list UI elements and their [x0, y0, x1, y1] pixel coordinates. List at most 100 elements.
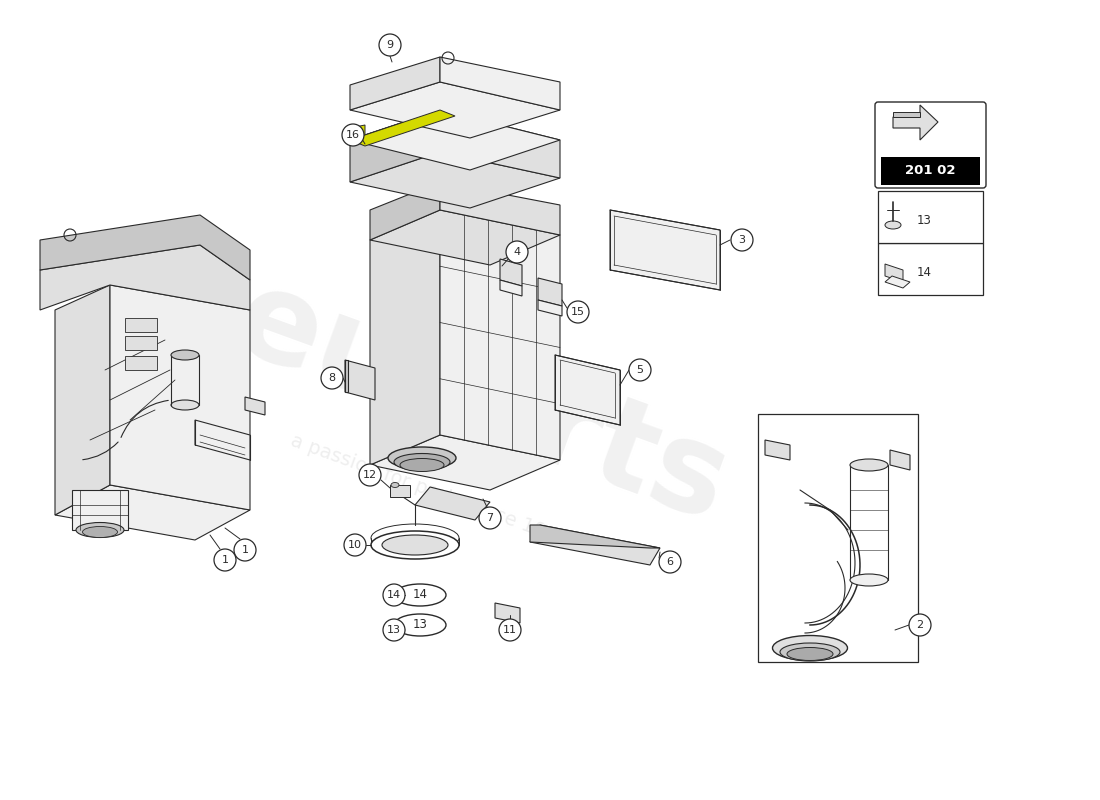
- Text: 8: 8: [329, 373, 336, 383]
- Ellipse shape: [73, 511, 128, 529]
- Ellipse shape: [76, 522, 124, 538]
- Text: 14: 14: [412, 589, 428, 602]
- Ellipse shape: [886, 221, 901, 229]
- Polygon shape: [415, 487, 490, 520]
- Polygon shape: [350, 110, 560, 170]
- Circle shape: [359, 464, 381, 486]
- Circle shape: [499, 619, 521, 641]
- Text: 4: 4: [514, 247, 520, 257]
- Polygon shape: [886, 276, 910, 288]
- Bar: [390, 485, 410, 497]
- Polygon shape: [55, 485, 250, 540]
- Polygon shape: [538, 278, 562, 306]
- Circle shape: [383, 584, 405, 606]
- Circle shape: [506, 241, 528, 263]
- Ellipse shape: [850, 459, 888, 471]
- Ellipse shape: [82, 526, 118, 538]
- Text: a passion for parts since 1985: a passion for parts since 1985: [288, 430, 572, 550]
- Circle shape: [478, 507, 500, 529]
- Text: 9: 9: [386, 40, 394, 50]
- Circle shape: [321, 367, 343, 389]
- Polygon shape: [530, 525, 660, 548]
- Ellipse shape: [394, 584, 446, 606]
- Polygon shape: [370, 210, 560, 265]
- Text: 5: 5: [637, 365, 644, 375]
- Polygon shape: [440, 210, 560, 460]
- Ellipse shape: [850, 574, 888, 586]
- Polygon shape: [764, 440, 790, 460]
- Polygon shape: [110, 285, 250, 510]
- Text: 16: 16: [346, 130, 360, 140]
- Circle shape: [659, 551, 681, 573]
- Bar: [758, 414, 918, 662]
- Polygon shape: [345, 360, 375, 400]
- Text: 13: 13: [412, 618, 428, 631]
- Polygon shape: [195, 420, 250, 460]
- Ellipse shape: [382, 535, 448, 555]
- Circle shape: [342, 124, 364, 146]
- Polygon shape: [350, 82, 560, 138]
- Text: 10: 10: [348, 540, 362, 550]
- Text: 7: 7: [486, 513, 494, 523]
- Polygon shape: [893, 112, 920, 117]
- Circle shape: [732, 229, 754, 251]
- Text: 14: 14: [917, 266, 932, 278]
- Polygon shape: [245, 397, 265, 415]
- Text: 1: 1: [242, 545, 249, 555]
- Polygon shape: [350, 152, 560, 208]
- Bar: [881, 157, 980, 185]
- Text: 13: 13: [387, 625, 402, 635]
- Bar: [125, 336, 157, 350]
- Polygon shape: [370, 435, 560, 490]
- Circle shape: [379, 34, 401, 56]
- Ellipse shape: [780, 643, 840, 661]
- Text: 13: 13: [917, 214, 932, 226]
- Polygon shape: [40, 245, 250, 310]
- Text: 2: 2: [916, 620, 924, 630]
- Polygon shape: [538, 300, 562, 316]
- Polygon shape: [440, 57, 560, 110]
- Ellipse shape: [170, 400, 199, 410]
- Polygon shape: [893, 105, 938, 140]
- Text: 201 02: 201 02: [905, 165, 956, 178]
- Circle shape: [383, 619, 405, 641]
- Polygon shape: [370, 182, 440, 240]
- Polygon shape: [500, 259, 522, 286]
- Polygon shape: [72, 490, 128, 530]
- Polygon shape: [440, 110, 560, 178]
- Polygon shape: [610, 210, 720, 290]
- Polygon shape: [350, 110, 440, 182]
- Bar: [125, 356, 157, 370]
- Polygon shape: [55, 285, 110, 515]
- Polygon shape: [350, 57, 440, 110]
- Polygon shape: [500, 280, 522, 296]
- Polygon shape: [886, 264, 903, 282]
- Circle shape: [344, 534, 366, 556]
- Ellipse shape: [390, 482, 399, 487]
- Polygon shape: [370, 210, 440, 465]
- Ellipse shape: [400, 458, 444, 471]
- Bar: [878, 191, 983, 243]
- Circle shape: [214, 549, 236, 571]
- Circle shape: [234, 539, 256, 561]
- Polygon shape: [350, 125, 365, 140]
- Polygon shape: [530, 525, 660, 565]
- Circle shape: [909, 614, 931, 636]
- Polygon shape: [345, 360, 348, 392]
- Text: 11: 11: [503, 625, 517, 635]
- Polygon shape: [556, 355, 620, 425]
- Text: euro: euro: [219, 258, 562, 482]
- Polygon shape: [495, 603, 520, 623]
- Text: 3: 3: [738, 235, 746, 245]
- Ellipse shape: [786, 647, 833, 661]
- Text: 1: 1: [221, 555, 229, 565]
- Polygon shape: [440, 182, 560, 235]
- Ellipse shape: [772, 635, 847, 661]
- Ellipse shape: [170, 350, 199, 360]
- Ellipse shape: [394, 454, 450, 470]
- Polygon shape: [40, 215, 250, 280]
- Bar: [125, 318, 157, 332]
- Text: 14: 14: [387, 590, 402, 600]
- Text: Parts: Parts: [356, 310, 744, 550]
- Circle shape: [629, 359, 651, 381]
